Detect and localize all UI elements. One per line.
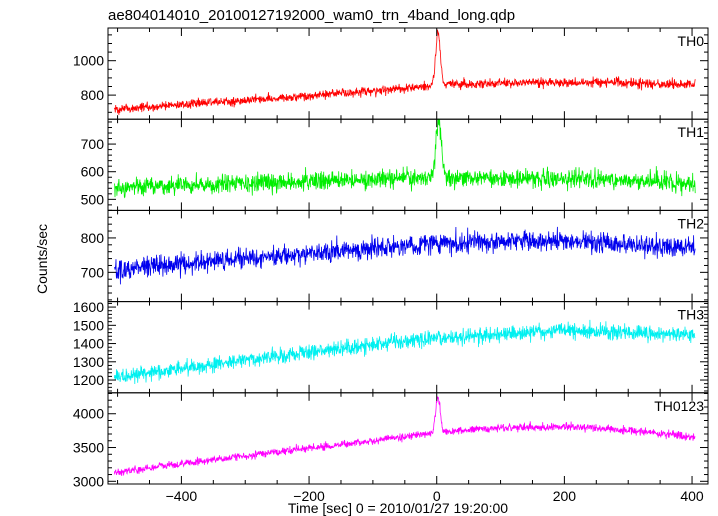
series-line-th0 xyxy=(114,29,696,115)
figure-title: ae804014010_20100127192000_wam0_trn_4ban… xyxy=(108,7,515,24)
panel-label: TH3 xyxy=(678,307,705,323)
panel-th1: 500 600 700 TH1 xyxy=(81,118,709,211)
y-tick-label: 800 xyxy=(81,87,105,103)
panel-label: TH0 xyxy=(678,33,705,49)
y-tick-label: 500 xyxy=(81,191,105,207)
panel-label: TH1 xyxy=(678,124,705,140)
y-tick-label: 1500 xyxy=(73,317,104,333)
y-tick-label: 1600 xyxy=(73,299,104,315)
y-tick-label: 3000 xyxy=(73,473,104,489)
series-line-th3 xyxy=(114,319,696,385)
x-tick-label: 400 xyxy=(680,488,704,504)
y-tick-label: 1200 xyxy=(73,372,104,388)
panel-frame xyxy=(107,118,709,211)
panel-th2: 700 800 TH2 xyxy=(81,209,709,303)
x-tick-label: 0 xyxy=(433,488,441,504)
y-tick-label: 1300 xyxy=(73,354,104,370)
y-tick-label: 4000 xyxy=(73,406,104,422)
y-tick-label: 800 xyxy=(81,230,105,246)
y-tick-label: 600 xyxy=(81,164,105,180)
y-tick-label: 3500 xyxy=(73,440,104,456)
y-tick-label: 1000 xyxy=(73,53,104,69)
panel-th3: 1200 1300 1400 1500 1600 TH3 xyxy=(73,299,709,394)
panel-frame xyxy=(107,392,709,485)
panel-th0: 800 1000 TH0 xyxy=(73,27,709,120)
x-tick-label: −200 xyxy=(293,488,325,504)
series-line-th0123 xyxy=(114,396,696,477)
series-line-th1 xyxy=(114,118,696,199)
panels: 8001000TH0500600700TH1700800TH2120013001… xyxy=(73,27,709,504)
panel-th0123: 3000 3500 4000 TH0123 xyxy=(73,392,709,489)
y-tick-label: 700 xyxy=(81,264,105,280)
y-tick-label: 700 xyxy=(81,136,105,152)
x-tick-label: −400 xyxy=(166,488,198,504)
panel-label: TH0123 xyxy=(654,398,704,414)
y-axis-label: Counts/sec xyxy=(34,224,50,294)
series-line-th2 xyxy=(114,226,696,285)
panel-frame xyxy=(107,27,709,120)
x-tick-label: 200 xyxy=(553,488,577,504)
x-axis-label: Time [sec] 0 = 2010/01/27 19:20:00 xyxy=(288,500,508,516)
panel-label: TH2 xyxy=(678,215,705,231)
y-tick-label: 1400 xyxy=(73,336,104,352)
